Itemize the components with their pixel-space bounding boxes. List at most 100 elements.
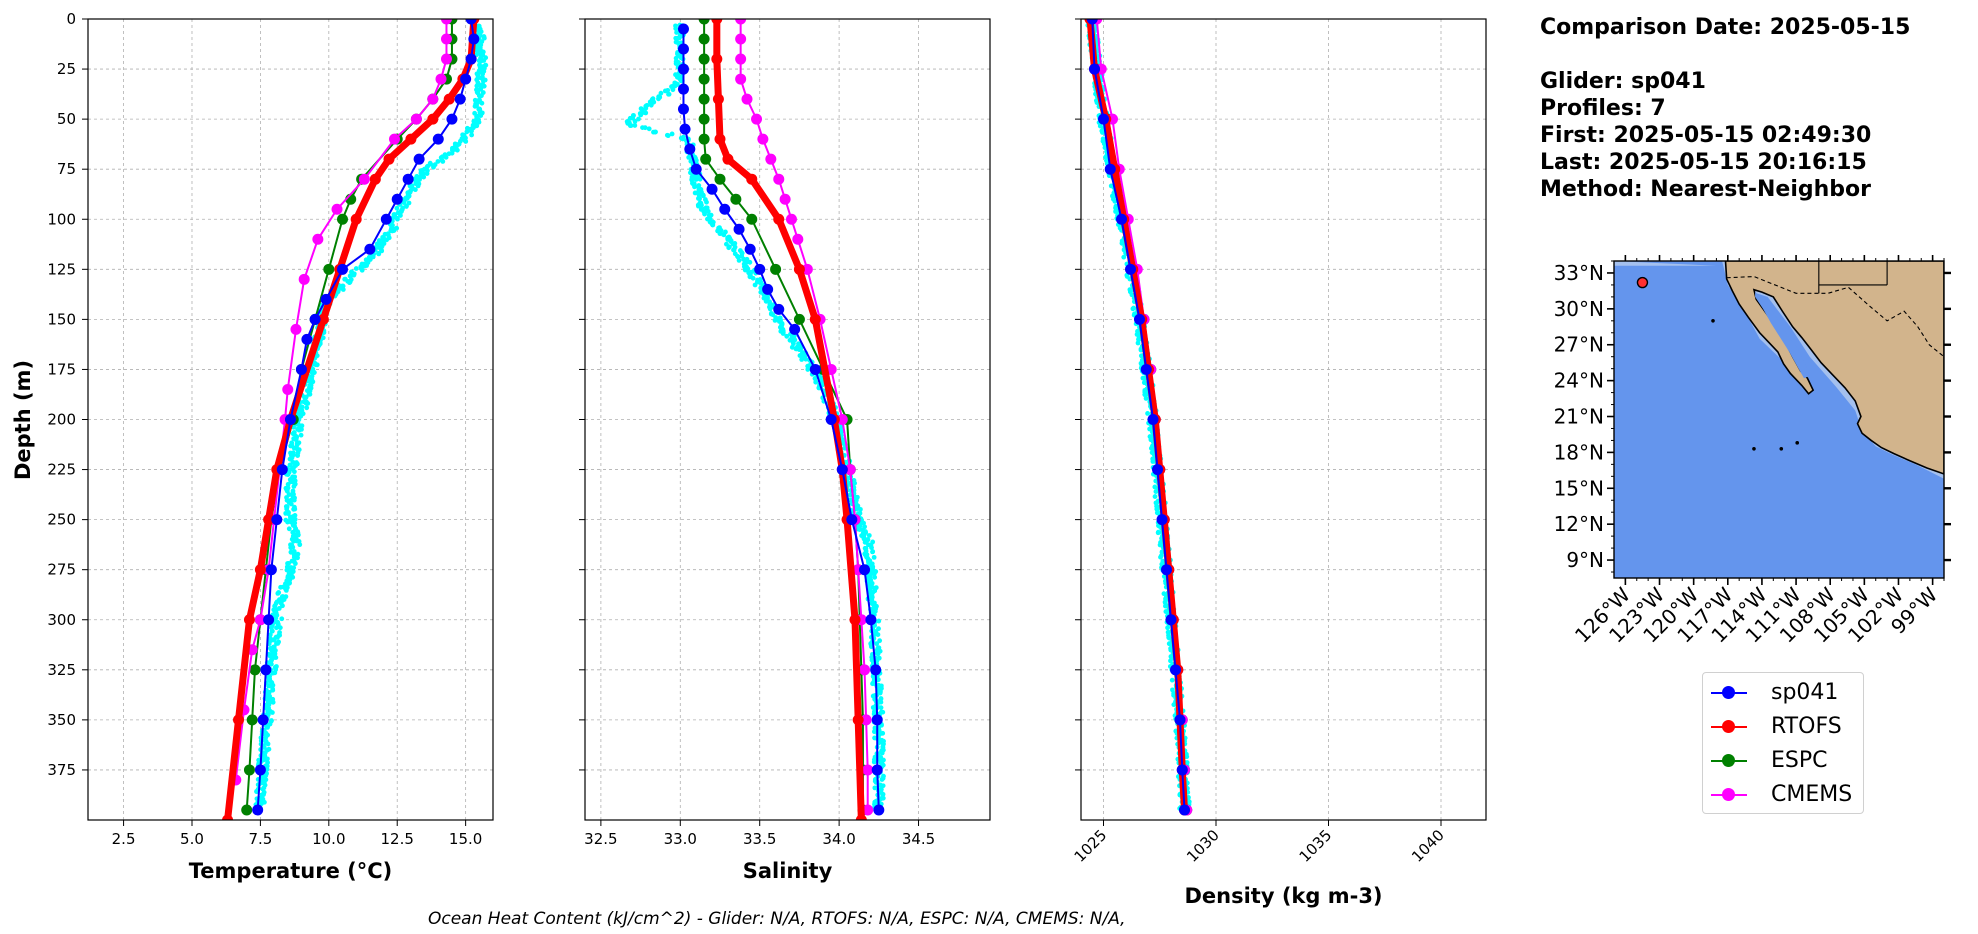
y-tick-label: 325 (47, 661, 76, 679)
data-point-espc (243, 764, 255, 776)
raw-glider-sample (413, 179, 419, 185)
raw-glider-sample (398, 208, 404, 214)
raw-glider-sample (267, 632, 273, 638)
legend-label-sp041: sp041 (1771, 680, 1839, 705)
legend-item-espc: ESPC (1703, 745, 1863, 775)
raw-glider-sample (1152, 494, 1158, 499)
data-point-cmems (862, 804, 874, 816)
raw-glider-sample (288, 549, 294, 555)
raw-glider-sample (480, 78, 486, 84)
raw-glider-sample (1169, 677, 1175, 683)
legend-marker-espc (1722, 754, 1735, 767)
raw-glider-sample (739, 250, 745, 255)
raw-glider-sample (871, 679, 876, 685)
y-tick-label: 175 (47, 360, 76, 378)
raw-glider-sample (857, 527, 863, 533)
raw-glider-sample (1150, 459, 1156, 464)
raw-glider-sample (642, 125, 648, 131)
raw-glider-sample (289, 558, 295, 564)
data-point-espc (323, 263, 335, 275)
data-point-rtofs (746, 173, 758, 185)
data-point-rtofs (714, 133, 726, 145)
data-point-sp041 (870, 664, 882, 676)
plot-area (624, 19, 886, 820)
data-point-espc (249, 664, 261, 676)
raw-glider-point (741, 256, 747, 262)
raw-glider-sample (394, 205, 400, 211)
raw-glider-sample (791, 333, 797, 339)
raw-glider-sample (272, 603, 278, 609)
data-point-sp041 (446, 113, 458, 125)
raw-glider-sample (292, 561, 298, 566)
raw-glider-sample (280, 603, 285, 609)
data-point-rtofs (317, 313, 329, 325)
raw-glider-sample (358, 266, 364, 271)
raw-glider-sample (673, 39, 679, 45)
data-point-sp041 (1179, 804, 1190, 816)
glider-location-marker (1636, 276, 1649, 289)
y-tick-label: 200 (47, 411, 76, 429)
y-tick-label: 225 (47, 461, 76, 479)
raw-glider-sample (696, 192, 702, 198)
raw-glider-sample (646, 126, 652, 132)
island (1752, 447, 1756, 451)
raw-glider-sample (747, 272, 753, 278)
interpolation-method: Method: Nearest-Neighbor (1540, 177, 1871, 202)
data-point-espc (793, 313, 805, 325)
raw-glider-sample (695, 202, 701, 208)
data-point-sp041 (460, 73, 472, 85)
legend-marker-rtofs (1722, 720, 1735, 733)
data-point-rtofs (443, 93, 455, 105)
data-point-sp041 (865, 614, 877, 626)
gulf-of-california (1755, 292, 1810, 379)
raw-glider-sample (1113, 205, 1118, 211)
legend-label-rtofs: RTOFS (1771, 714, 1842, 739)
data-point-sp041 (265, 564, 277, 576)
raw-glider-sample (1142, 387, 1148, 393)
raw-glider-point (677, 76, 683, 82)
raw-glider-sample (678, 55, 684, 61)
y-tick-label: 75 (57, 160, 76, 178)
raw-glider-point (776, 316, 782, 322)
data-point-sp041 (336, 263, 348, 275)
data-point-sp041 (846, 514, 858, 526)
national-border (1726, 275, 1944, 358)
data-point-sp041 (1174, 714, 1186, 726)
raw-glider-sample (708, 212, 714, 218)
x-tick-label: 34.0 (822, 830, 855, 848)
raw-glider-sample (481, 35, 487, 41)
raw-glider-sample (636, 116, 641, 122)
raw-glider-sample (878, 705, 884, 711)
data-point-sp041 (1086, 19, 1098, 25)
x-axis-label: Temperature (°C) (189, 859, 392, 883)
x-axis-label: Density (kg m-3) (1184, 884, 1382, 908)
data-point-cmems (785, 213, 797, 225)
raw-glider-sample (297, 542, 303, 548)
data-point-espc (698, 33, 710, 45)
map-frame (1613, 260, 1945, 579)
raw-glider-sample (277, 625, 283, 631)
data-point-sp041 (690, 163, 702, 175)
y-tick-label: 350 (47, 711, 76, 729)
lat-label: 27°N (1554, 333, 1604, 357)
raw-glider-sample (311, 370, 317, 375)
island (1779, 447, 1784, 451)
data-point-cmems (735, 33, 747, 45)
raw-glider-sample (269, 657, 274, 663)
x-tick-label: 32.5 (584, 830, 617, 848)
data-point-cmems (751, 113, 763, 125)
data-point-espc (241, 804, 253, 816)
raw-glider-sample (349, 269, 354, 275)
raw-glider-sample (298, 432, 304, 438)
data-point-espc (746, 213, 758, 225)
data-point-espc (698, 113, 710, 125)
raw-glider-sample (291, 445, 297, 451)
data-point-sp041 (706, 183, 718, 195)
chart-legend: sp041 RTOFS ESPC CMEMS (1702, 672, 1864, 814)
raw-glider-sample (697, 176, 703, 182)
raw-glider-sample (275, 640, 281, 646)
raw-glider-sample (276, 606, 282, 611)
y-tick-label: 50 (57, 110, 76, 128)
y-tick-label: 0 (66, 10, 76, 28)
data-point-cmems (312, 233, 324, 245)
